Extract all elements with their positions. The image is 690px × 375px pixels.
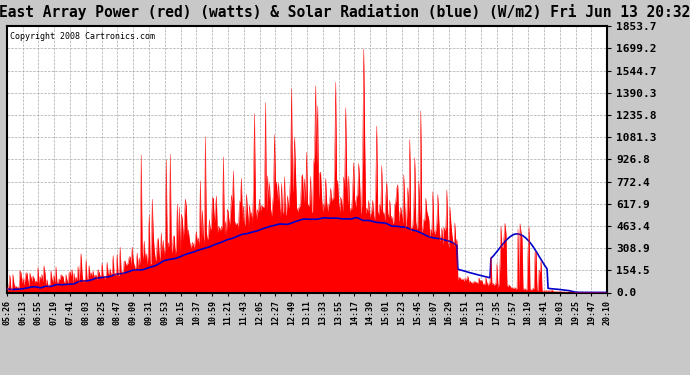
Text: East Array Power (red) (watts) & Solar Radiation (blue) (W/m2) Fri Jun 13 20:32: East Array Power (red) (watts) & Solar R… <box>0 4 690 20</box>
Text: Copyright 2008 Cartronics.com: Copyright 2008 Cartronics.com <box>10 32 155 40</box>
